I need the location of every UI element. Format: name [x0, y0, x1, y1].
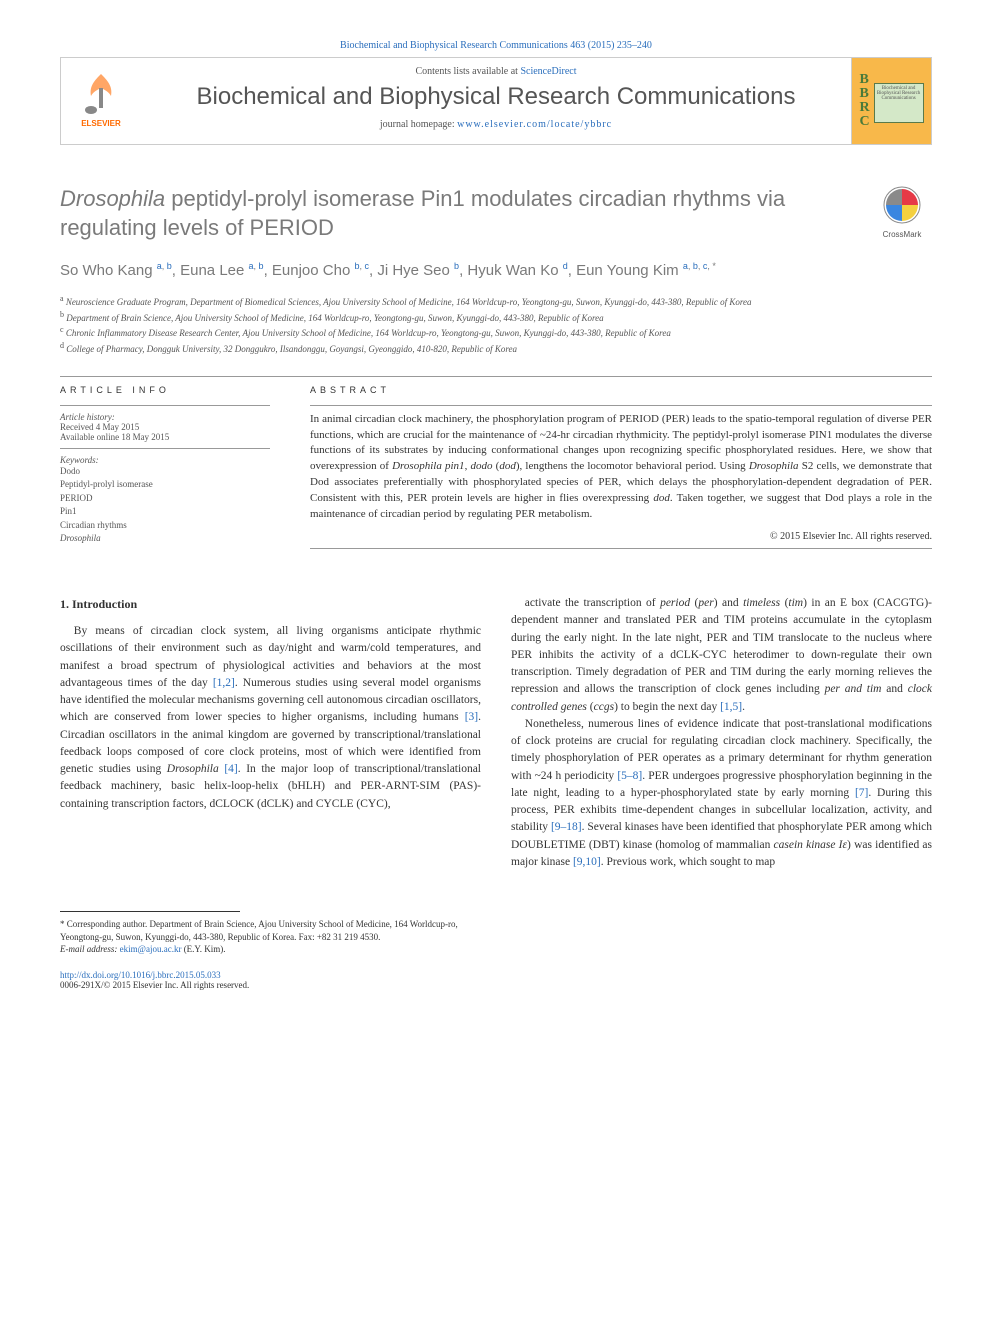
bbrc-letters: B B R C [859, 73, 869, 129]
doi-block: http://dx.doi.org/10.1016/j.bbrc.2015.05… [60, 970, 932, 990]
divider-top [60, 376, 932, 377]
abstract-bottom-divider [310, 548, 932, 549]
keywords-list: Dodo Peptidyl-prolyl isomerase PERIOD Pi… [60, 465, 270, 546]
title-italic-genus: Drosophila [60, 186, 165, 211]
keyword-item: Drosophila [60, 532, 270, 546]
keyword-item: Peptidyl-prolyl isomerase [60, 478, 270, 492]
corresponding-author: * Corresponding author. Department of Br… [60, 918, 480, 956]
top-citation-text: Biochemical and Biophysical Research Com… [60, 40, 932, 51]
body-para-1: By means of circadian clock system, all … [60, 623, 481, 813]
title-rest: peptidyl-prolyl isomerase Pin1 modulates… [60, 186, 785, 240]
journal-header: ELSEVIER Contents lists available at Sci… [60, 57, 932, 145]
keyword-item: Pin1 [60, 505, 270, 519]
affiliation-b: Department of Brain Science, Ajou Univer… [66, 313, 603, 323]
doi-link[interactable]: http://dx.doi.org/10.1016/j.bbrc.2015.05… [60, 970, 221, 980]
abstract-label: ABSTRACT [310, 385, 932, 395]
journal-cover-badge: B B R C Biochemical and Biophysical Rese… [851, 58, 931, 144]
email-link[interactable]: ekim@ajou.ac.kr [120, 944, 182, 954]
article-info-label: ARTICLE INFO [60, 385, 270, 395]
affiliation-a: Neuroscience Graduate Program, Departmen… [66, 297, 752, 307]
abstract: ABSTRACT In animal circadian clock machi… [310, 385, 932, 556]
article-info: ARTICLE INFO Article history: Received 4… [60, 385, 270, 556]
affiliation-c: Chronic Inflammatory Disease Research Ce… [66, 328, 671, 338]
affiliations: a Neuroscience Graduate Program, Departm… [60, 293, 852, 355]
keywords-label: Keywords: [60, 455, 270, 465]
crossmark-label: CrossMark [872, 230, 932, 239]
elsevier-tree-icon: ELSEVIER [71, 66, 131, 136]
contents-prefix: Contents lists available at [415, 66, 520, 77]
article-title: Drosophila peptidyl-prolyl isomerase Pin… [60, 185, 852, 242]
keyword-item: Circadian rhythms [60, 519, 270, 533]
homepage-prefix: journal homepage: [380, 119, 457, 130]
corresponding-text: * Corresponding author. Department of Br… [60, 918, 480, 943]
intro-heading: 1. Introduction [60, 595, 481, 613]
abstract-text: In animal circadian clock machinery, the… [310, 412, 932, 524]
history-label: Article history: [60, 412, 270, 422]
info-divider-2 [60, 448, 270, 449]
homepage-link[interactable]: www.elsevier.com/locate/ybbrc [457, 119, 612, 130]
svg-text:ELSEVIER: ELSEVIER [81, 119, 121, 128]
footer-divider [60, 911, 240, 912]
crossmark-badge[interactable]: CrossMark [872, 185, 932, 356]
email-label: E-mail address: [60, 944, 120, 954]
sciencedirect-link[interactable]: ScienceDirect [520, 66, 576, 77]
mini-cover-icon: Biochemical and Biophysical Research Com… [874, 83, 924, 123]
abstract-copyright: © 2015 Elsevier Inc. All rights reserved… [310, 531, 932, 542]
crossmark-icon [882, 185, 922, 225]
online-date: Available online 18 May 2015 [60, 432, 270, 442]
body-columns: 1. Introduction By means of circadian cl… [60, 595, 932, 871]
journal-name: Biochemical and Biophysical Research Com… [153, 83, 839, 111]
author-list: So Who Kang a, b, Euna Lee a, b, Eunjoo … [60, 260, 852, 281]
elsevier-logo: ELSEVIER [61, 58, 141, 144]
keyword-item: PERIOD [60, 492, 270, 506]
keyword-item: Dodo [60, 465, 270, 479]
body-para-3: Nonetheless, numerous lines of evidence … [511, 716, 932, 871]
received-date: Received 4 May 2015 [60, 422, 270, 432]
issn-copyright: 0006-291X/© 2015 Elsevier Inc. All right… [60, 980, 932, 990]
email-suffix: (E.Y. Kim). [181, 944, 225, 954]
affiliation-d: College of Pharmacy, Dongguk University,… [66, 344, 517, 354]
contents-line: Contents lists available at ScienceDirec… [153, 66, 839, 77]
journal-homepage: journal homepage: www.elsevier.com/locat… [153, 119, 839, 130]
abstract-divider [310, 405, 932, 406]
body-para-2: activate the transcription of period (pe… [511, 595, 932, 716]
info-divider-1 [60, 405, 270, 406]
